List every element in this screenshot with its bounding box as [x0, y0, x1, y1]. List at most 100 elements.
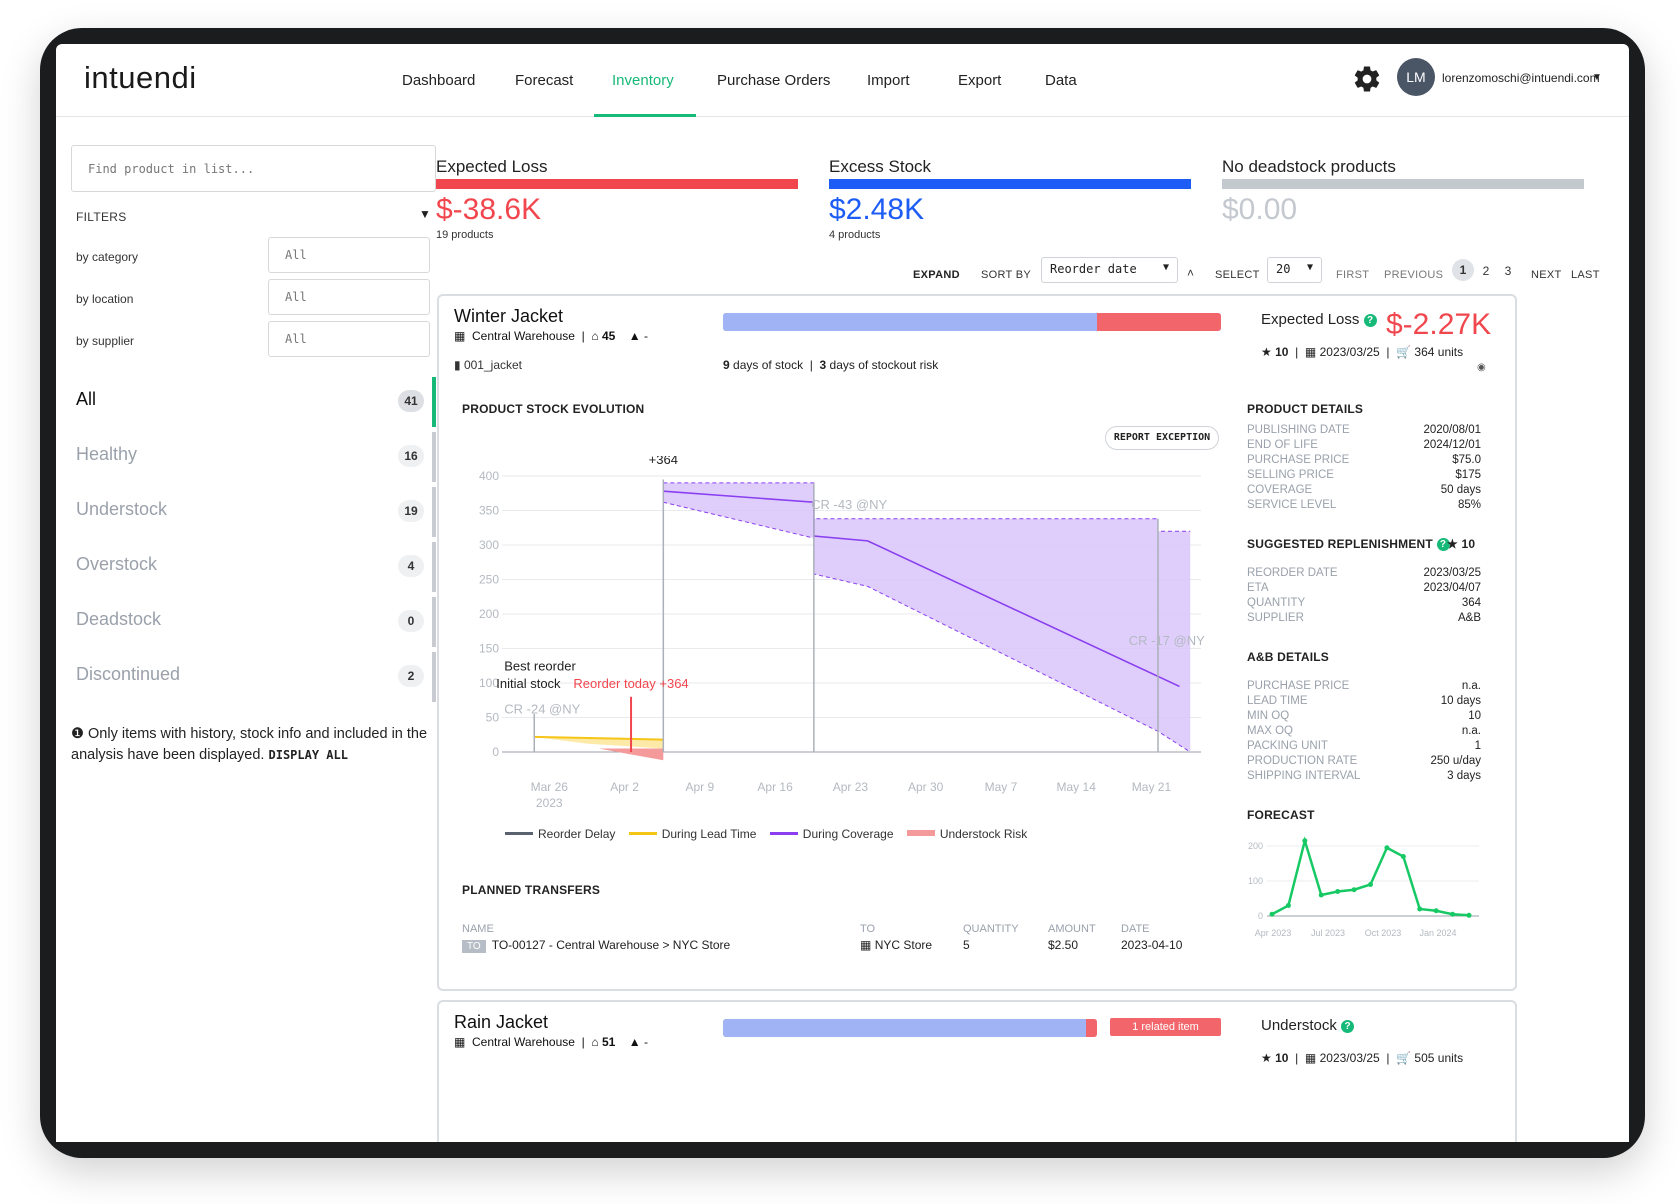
x-tick-sublabel: 2023 — [536, 796, 563, 810]
user-email[interactable]: lorenzomoschi@intuendi.com — [1442, 71, 1600, 85]
calendar-icon: ▦ — [1304, 345, 1317, 359]
sort-select[interactable]: Reorder date ▼ — [1041, 257, 1178, 283]
kpi-bar — [829, 179, 1191, 189]
detail-key: MAX OQ — [1247, 725, 1294, 737]
rating: 10 — [1275, 1051, 1289, 1065]
gear-icon[interactable] — [1352, 64, 1382, 94]
replenishment-rating: ★ 10 — [1447, 537, 1475, 551]
status-label-text: Understock — [1261, 1017, 1337, 1034]
calendar-icon: ▦ — [1304, 1051, 1317, 1065]
sort-direction-icon[interactable]: ˄ — [1187, 266, 1195, 280]
days-stockout: 3 — [819, 358, 827, 372]
detail-key: MIN OQ — [1247, 710, 1290, 722]
forecast-point — [1433, 908, 1439, 914]
supplier-select[interactable]: All — [268, 321, 430, 357]
forecast-point — [1400, 854, 1406, 859]
last-page-button[interactable]: LAST — [1571, 269, 1600, 281]
days-of-stock-label: days of stock — [733, 358, 804, 372]
product-meta: ★ 10 | ▦ 2023/03/25 | 🛒 505 units — [1261, 1051, 1464, 1065]
stock-days: 9 days of stock | 3 days of stockout ris… — [723, 358, 939, 372]
forecast-line — [1271, 836, 1470, 917]
y-tick-label: 350 — [479, 504, 499, 518]
help-icon[interactable]: ? — [1436, 538, 1450, 551]
previous-page-button[interactable]: PREVIOUS — [1384, 269, 1444, 281]
detail-value: 10 days — [1440, 695, 1481, 707]
category-discontinued[interactable]: Discontinued 2 — [76, 652, 436, 702]
forecast-point — [1351, 887, 1357, 893]
detail-key: SUPPLIER — [1247, 612, 1304, 624]
category-indicator — [432, 377, 436, 427]
report-exception-button[interactable]: REPORT EXCEPTION — [1105, 426, 1219, 450]
nav-purchase-orders[interactable]: Purchase Orders — [717, 72, 831, 89]
nav-data[interactable]: Data — [1045, 72, 1077, 89]
kpi-deadstock: No deadstock products $0.00 — [1222, 157, 1584, 229]
location-select[interactable]: All — [268, 279, 430, 315]
transfer-name-text: TO-00127 - Central Warehouse > NYC Store — [491, 938, 731, 952]
page-1-button[interactable]: 1 — [1452, 259, 1474, 281]
related-items-badge[interactable]: 1 related item — [1110, 1018, 1221, 1036]
category-label: All — [76, 389, 97, 409]
filter-icon[interactable]: ▼ — [419, 207, 431, 221]
category-count: 0 — [398, 610, 424, 632]
x-tick-label: Mar 26 — [531, 780, 569, 794]
transfer-name[interactable]: TO TO-00127 - Central Warehouse > NYC Sto… — [462, 938, 730, 953]
home-icon: ⌂ — [591, 329, 599, 343]
product-card[interactable]: Winter Jacket ▦ Central Warehouse | ⌂ 45… — [437, 294, 1517, 991]
y-tick-label: 50 — [486, 711, 500, 725]
product-name: Winter Jacket — [454, 306, 564, 326]
col-name: NAME — [462, 923, 494, 935]
status-label: Understock ? — [1261, 1017, 1355, 1034]
x-tick-label: Jul 2023 — [1311, 928, 1345, 938]
detail-value: 2020/08/01 — [1423, 424, 1481, 436]
detail-row: PRODUCTION RATE 250 u/day — [1247, 755, 1481, 770]
nav-import[interactable]: Import — [867, 72, 910, 89]
stock-bar-risk — [1085, 1019, 1097, 1037]
page-3-button[interactable]: 3 — [1504, 264, 1512, 278]
chevron-down-icon[interactable]: ▼ — [1592, 72, 1602, 83]
home-icon: ⌂ — [591, 1035, 599, 1049]
category-overstock[interactable]: Overstock 4 — [76, 542, 436, 592]
kpi-bar — [436, 179, 798, 189]
nav-export[interactable]: Export — [958, 72, 1002, 89]
category-count: 19 — [398, 500, 424, 522]
top-navigation: intuendi Dashboard Forecast Inventory Pu… — [56, 44, 1629, 117]
category-deadstock[interactable]: Deadstock 0 — [76, 597, 436, 647]
kpi-value: $-38.6K — [436, 193, 542, 226]
eye-off-icon[interactable]: ◉ — [1477, 362, 1486, 373]
avatar[interactable]: LM — [1397, 58, 1435, 96]
help-icon[interactable]: ? — [1341, 1020, 1355, 1033]
first-page-button[interactable]: FIRST — [1336, 269, 1370, 281]
kpi-value: $2.48K — [829, 193, 925, 226]
category-select[interactable]: All — [268, 237, 430, 273]
expand-button[interactable]: EXPAND — [913, 269, 960, 281]
replenishment-title: SUGGESTED REPLENISHMENT ? — [1247, 537, 1450, 551]
help-icon[interactable]: ? — [1363, 314, 1377, 327]
category-label: Overstock — [76, 554, 158, 574]
search-input[interactable] — [71, 145, 436, 192]
nav-inventory[interactable]: Inventory — [612, 72, 674, 89]
annotation-cr: CR -43 @NY — [811, 497, 887, 512]
category-understock[interactable]: Understock 19 — [76, 487, 436, 537]
building-icon: ▦ — [454, 1035, 466, 1049]
display-all-link[interactable]: DISPLAY ALL — [268, 748, 348, 762]
nav-dashboard[interactable]: Dashboard — [402, 72, 476, 89]
stock-count: 45 — [602, 329, 616, 343]
detail-key: PRODUCTION RATE — [1247, 755, 1358, 767]
category-healthy[interactable]: Healthy 16 — [76, 432, 436, 482]
forecast-point — [1368, 882, 1373, 887]
select-label: SELECT — [1215, 269, 1260, 281]
legend-coverage: During Coverage — [769, 827, 894, 841]
category-all[interactable]: All 41 — [76, 377, 436, 427]
page-2-button[interactable]: 2 — [1482, 264, 1490, 278]
kpi-expected-loss: Expected Loss $-38.6K 19 products — [436, 157, 798, 241]
nav-forecast[interactable]: Forecast — [515, 72, 574, 89]
product-card[interactable]: Rain Jacket ▦ Central Warehouse | ⌂ 51 ▲… — [437, 1000, 1517, 1142]
next-page-button[interactable]: NEXT — [1531, 269, 1562, 281]
transfer-badge: TO — [462, 940, 486, 953]
legend-reorder-delay: Reorder Delay — [505, 827, 615, 841]
stock-bar-healthy — [723, 1019, 1086, 1037]
page-size-select[interactable]: 20 ▼ — [1267, 257, 1322, 283]
col-date: DATE — [1121, 923, 1150, 935]
app-screen: intuendi Dashboard Forecast Inventory Pu… — [56, 44, 1629, 1142]
detail-value: 85% — [1457, 499, 1481, 511]
